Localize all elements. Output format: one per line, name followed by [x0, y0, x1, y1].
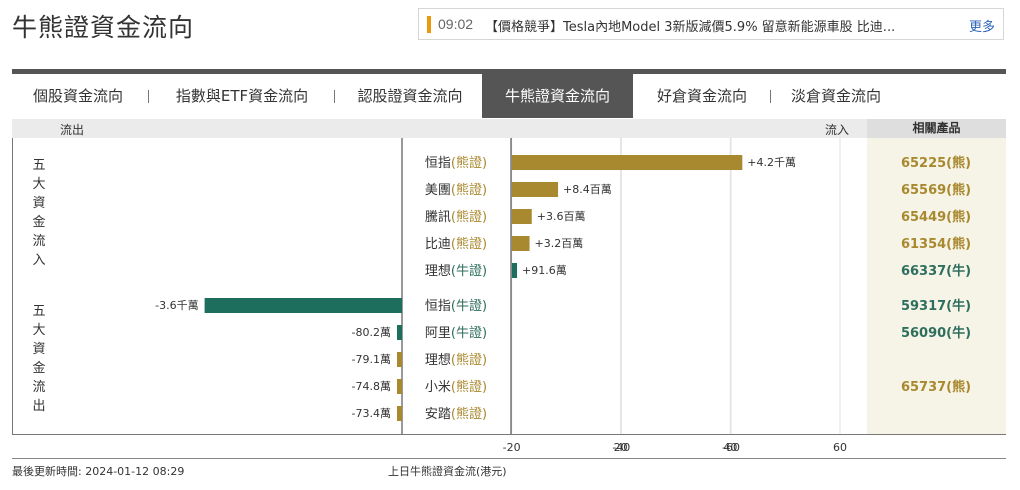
tab-bar-top-line	[12, 69, 1006, 74]
news-more-link[interactable]: 更多	[968, 20, 995, 35]
category-label: 阿里(牛證)	[425, 325, 487, 341]
bar	[512, 263, 518, 278]
x-tick-label: 20	[614, 441, 628, 454]
page-title: 牛熊證資金流向	[12, 13, 195, 42]
related-product-link: 61354(熊)	[901, 236, 971, 252]
tab-long-flow[interactable]: 好倉資金流向	[656, 87, 747, 105]
header-outflow: 流出	[60, 123, 85, 137]
header-related-products: 相關產品	[867, 119, 1006, 138]
bar	[512, 236, 530, 251]
last-updated-time: 最後更新時間: 2024-01-12 08:29	[12, 465, 185, 478]
x-tick-label: -20	[503, 441, 521, 454]
header-inflow: 流入	[825, 123, 850, 137]
category-label: 恒指(牛證)	[425, 298, 487, 314]
related-product-link: 59317(牛)	[901, 298, 971, 314]
table-header: 流出 流入 相關產品	[12, 119, 1006, 138]
bar	[512, 182, 559, 197]
tab-index-etf-flow[interactable]: 指數與ETF資金流向	[175, 87, 309, 105]
news-ticker[interactable]: 09:02 【價格競爭】Tesla內地Model 3新版減價5.9% 留意新能源…	[418, 8, 1004, 40]
x-tick-label: -60	[722, 441, 740, 454]
chart-bottom-border	[12, 434, 1006, 435]
bar	[397, 352, 402, 367]
related-product-link: 66337(牛)	[901, 263, 971, 279]
related-product-link: 65449(熊)	[901, 209, 971, 225]
chart-caption: 上日牛熊證資金流(港元)	[388, 465, 507, 478]
tab-short-flow[interactable]: 淡倉資金流向	[790, 87, 881, 105]
related-product-link: 65225(熊)	[901, 155, 971, 171]
news-marker-icon	[427, 16, 431, 33]
data-label: -74.8萬	[352, 380, 391, 393]
group-label-top-outflow: 五大資金流出	[32, 304, 46, 414]
data-label: -79.1萬	[352, 353, 391, 366]
data-label: -73.4萬	[352, 407, 391, 420]
category-label: 騰訊(熊證)	[425, 209, 487, 225]
group-label-top-inflow: 五大資金流入	[32, 158, 46, 268]
news-time: 09:02	[438, 16, 474, 32]
related-product-link: 65569(熊)	[901, 182, 971, 198]
data-label: -3.6千萬	[155, 299, 198, 312]
chart-left-border	[12, 138, 13, 435]
bar	[397, 379, 402, 394]
related-products-column	[867, 138, 1006, 435]
tab-bar: 個股資金流向 指數與ETF資金流向 認股證資金流向 牛熊證資金流向 好倉資金流向…	[12, 74, 1006, 118]
category-label: 恒指(熊證)	[425, 155, 487, 171]
category-label: 美團(熊證)	[425, 182, 487, 198]
related-product-link: 56090(牛)	[901, 325, 971, 341]
tab-divider	[148, 90, 149, 103]
category-label: 小米(熊證)	[425, 379, 487, 395]
bar	[204, 298, 402, 313]
data-label: +3.2百萬	[535, 237, 584, 250]
data-label: -80.2萬	[352, 326, 391, 339]
category-label: 比迪(熊證)	[425, 236, 487, 252]
category-label: 安踏(熊證)	[425, 406, 487, 422]
tab-cbbc-flow[interactable]: 牛熊證資金流向	[482, 74, 633, 118]
data-label: +3.6百萬	[537, 210, 586, 223]
x-tick-label: 40	[723, 441, 737, 454]
bar	[512, 155, 743, 170]
category-label: 理想(牛證)	[425, 263, 487, 279]
x-tick-label: -40	[612, 441, 630, 454]
tab-divider	[334, 90, 335, 103]
category-label: 理想(熊證)	[425, 352, 487, 368]
tab-stock-flow[interactable]: 個股資金流向	[32, 87, 123, 105]
tab-divider	[770, 90, 771, 103]
data-label: +8.4百萬	[563, 183, 612, 196]
bar	[397, 325, 402, 340]
tab-warrant-flow[interactable]: 認股證資金流向	[357, 87, 463, 105]
bar	[512, 209, 532, 224]
footer-divider	[12, 458, 1006, 459]
related-product-link: 65737(熊)	[901, 379, 971, 395]
data-label: +4.2千萬	[747, 156, 796, 169]
bar	[397, 406, 402, 421]
data-label: +91.6萬	[522, 264, 567, 277]
x-tick-label: 60	[833, 441, 847, 454]
